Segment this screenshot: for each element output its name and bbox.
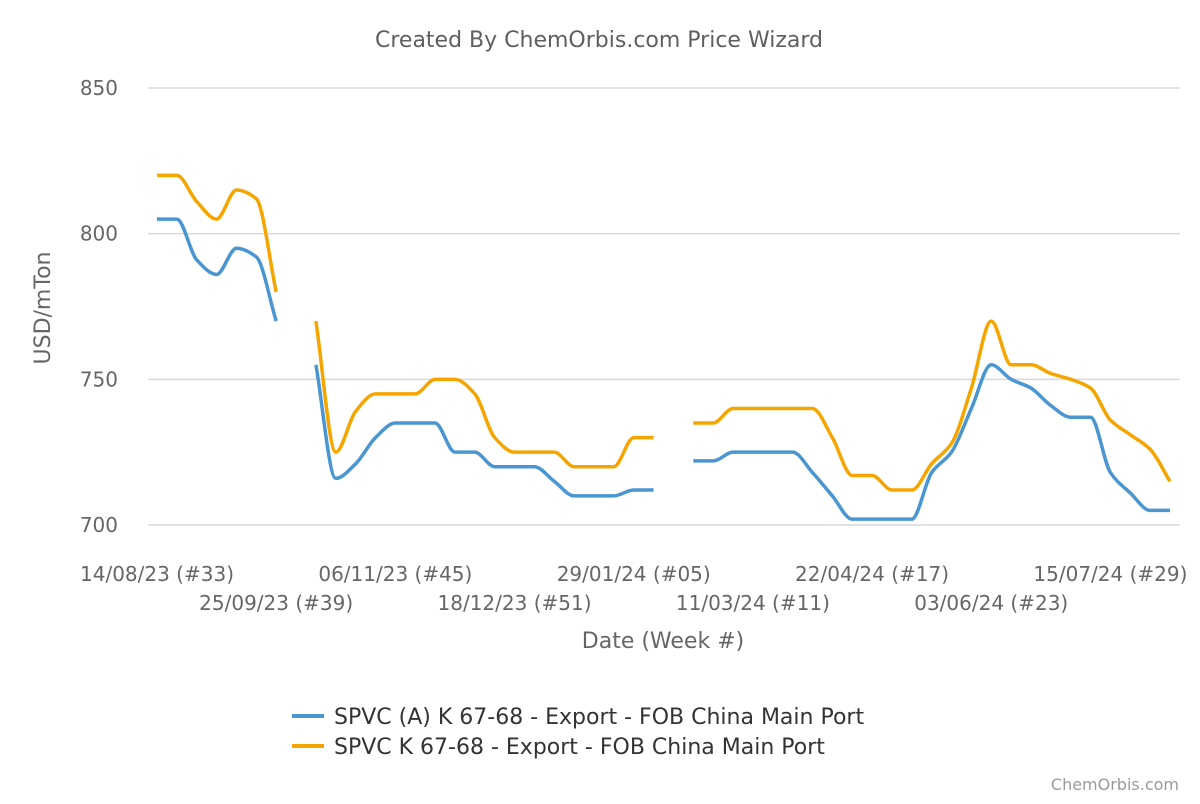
x-tick-label: 06/11/23 (#45) (318, 562, 472, 586)
y-tick-label: 800 (80, 222, 118, 246)
x-axis-title: Date (Week #) (582, 629, 744, 654)
x-tick-label: 11/03/24 (#11) (676, 591, 830, 615)
series-lines (156, 173, 1172, 521)
y-gridlines (148, 87, 1180, 526)
series-line-segment (693, 319, 1172, 492)
y-axis-title: USD/mTon (31, 252, 56, 365)
legend-item[interactable]: SPVC (A) K 67-68 - Export - FOB China Ma… (292, 705, 864, 730)
x-tick-label: 22/04/24 (#17) (795, 562, 949, 586)
x-tick-label: 25/09/23 (#39) (199, 591, 353, 615)
legend-label: SPVC (A) K 67-68 - Export - FOB China Ma… (334, 705, 864, 730)
legend[interactable]: SPVC (A) K 67-68 - Export - FOB China Ma… (292, 705, 864, 760)
y-tick-label: 700 (80, 513, 118, 537)
chart-credit[interactable]: ChemOrbis.com (1051, 775, 1179, 794)
x-tick-label: 03/06/24 (#23) (914, 591, 1068, 615)
x-tick-label: 18/12/23 (#51) (438, 591, 592, 615)
y-axis-ticks: 700 750 800 850 (80, 76, 118, 537)
legend-label: SPVC K 67-68 - Export - FOB China Main P… (334, 735, 825, 760)
legend-item[interactable]: SPVC K 67-68 - Export - FOB China Main P… (292, 735, 825, 760)
chart-title: Created By ChemOrbis.com Price Wizard (375, 28, 823, 53)
y-tick-label: 750 (80, 367, 118, 391)
y-tick-label: 850 (80, 76, 118, 100)
series-line-segment (157, 217, 278, 322)
series-line-segment (314, 364, 654, 498)
series-2 (156, 173, 1172, 492)
series-line-segment (314, 320, 654, 469)
x-axis-ticks: 14/08/23 (#33) 25/09/23 (#39) 06/11/23 (#4… (80, 562, 1187, 615)
series-line-segment (693, 363, 1170, 521)
series-1 (157, 217, 1170, 521)
series-line-segment (156, 173, 278, 293)
x-tick-label: 14/08/23 (#33) (80, 562, 234, 586)
x-tick-label: 29/01/24 (#05) (557, 562, 711, 586)
x-tick-label: 15/07/24 (#29) (1033, 562, 1187, 586)
